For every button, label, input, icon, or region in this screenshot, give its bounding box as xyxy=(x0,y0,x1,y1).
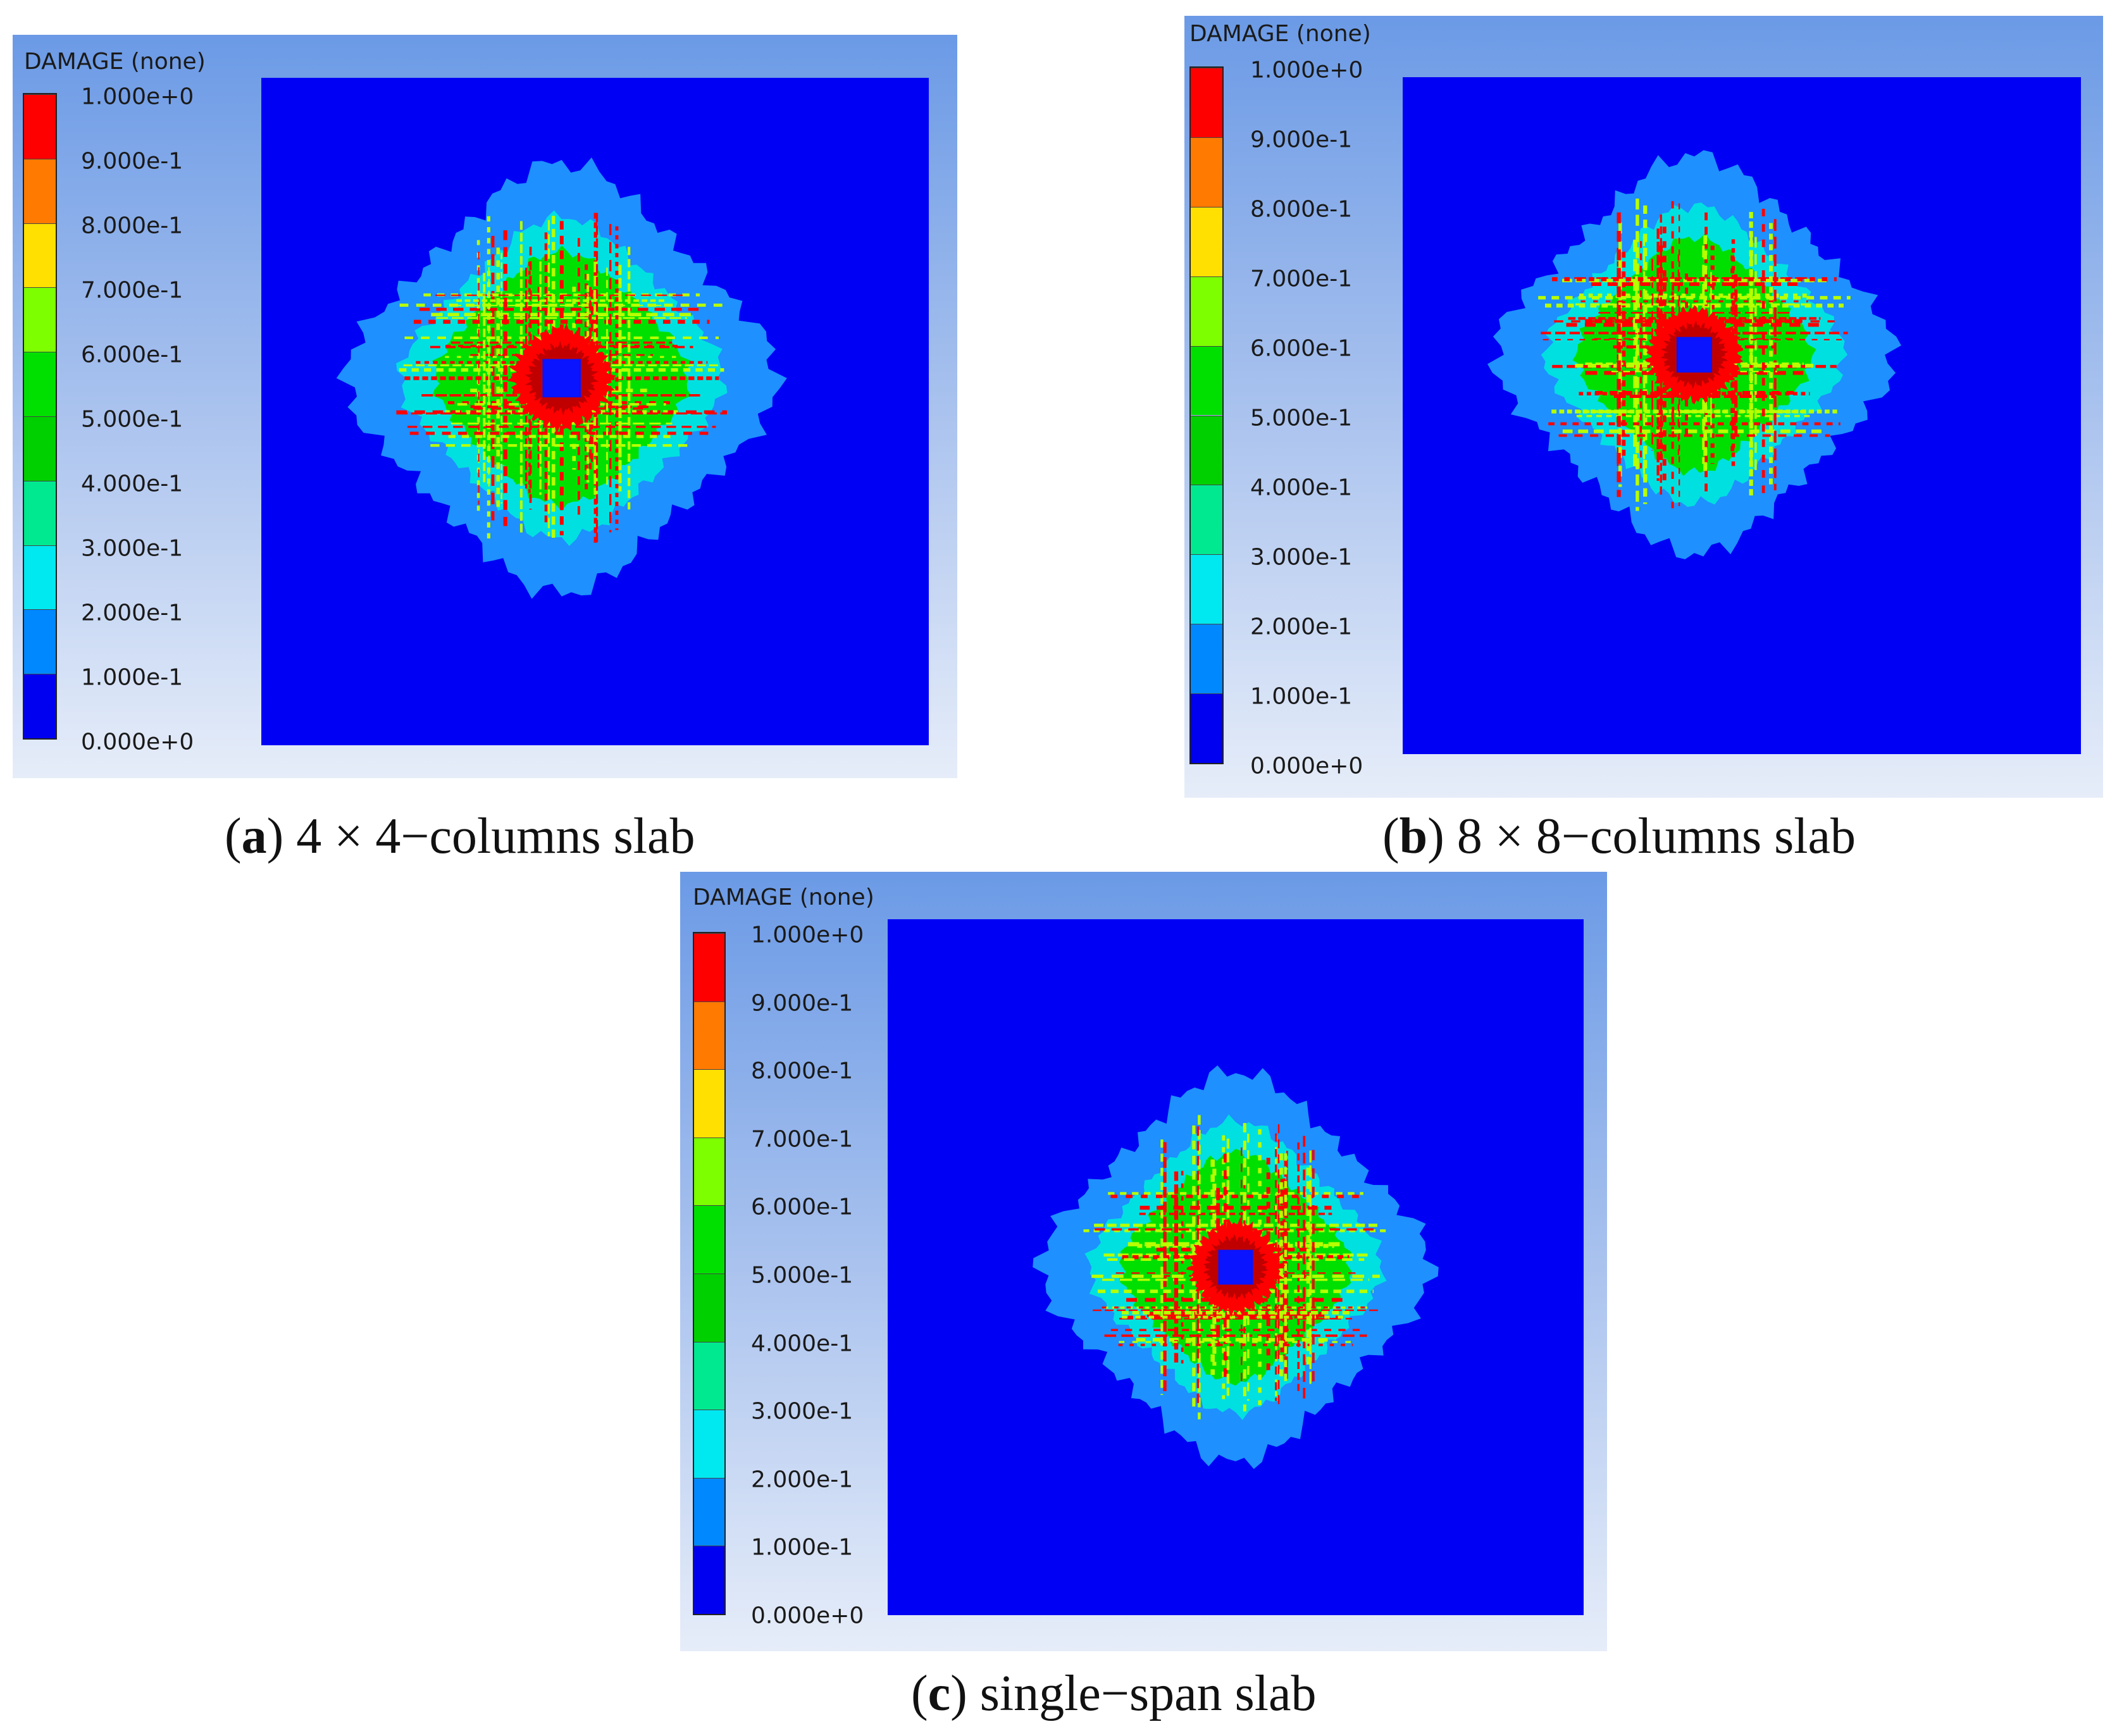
caption-text: 8 × 8−columns slab xyxy=(1456,809,1856,864)
damage-contour-plot xyxy=(261,78,929,745)
panel-b: DAMAGE (none) 1.000e+0 9.000e-1 8.000e-1 7.… xyxy=(1184,16,2103,798)
legend-tick-label: 5.000e-1 xyxy=(751,1262,854,1289)
legend-tick-label: 2.000e-1 xyxy=(1250,614,1353,640)
column-hole xyxy=(1676,337,1713,373)
caption-c: (c) single−span slab xyxy=(911,1666,1317,1721)
legend-tick-label: 9.000e-1 xyxy=(1250,127,1353,153)
legend-color-swatch xyxy=(694,1546,724,1614)
legend-color-swatch xyxy=(24,352,56,416)
legend-color-swatch xyxy=(24,287,56,352)
damage-contour xyxy=(1487,150,1901,560)
legend-tick-label: 8.000e-1 xyxy=(1250,196,1353,223)
legend-tick-label: 3.000e-1 xyxy=(1250,544,1353,571)
legend-tick-label: 8.000e-1 xyxy=(81,213,183,239)
legend-title: DAMAGE (none) xyxy=(693,884,874,910)
legend-color-swatch xyxy=(1191,624,1222,694)
legend-color-swatch xyxy=(694,1069,724,1138)
legend-color-swatch xyxy=(1191,345,1222,416)
legend-color-swatch xyxy=(1191,554,1222,624)
legend-color-swatch xyxy=(1191,415,1222,485)
color-legend-bar xyxy=(23,93,57,740)
legend-tick-label: 5.000e-1 xyxy=(1250,405,1353,431)
caption-b: (b) 8 × 8−columns slab xyxy=(1382,809,1856,864)
caption-letter: a xyxy=(241,809,267,864)
legend-color-swatch xyxy=(694,933,724,1001)
legend-tick-label: 4.000e-1 xyxy=(81,471,183,497)
damage-contour-plot xyxy=(888,919,1584,1615)
legend-color-swatch xyxy=(694,1137,724,1206)
legend-color-swatch xyxy=(1191,137,1222,207)
caption-letter: b xyxy=(1399,809,1428,864)
legend-tick-label: 2.000e-1 xyxy=(751,1466,854,1493)
legend-tick-label: 7.000e-1 xyxy=(751,1126,854,1153)
legend-color-swatch xyxy=(24,609,56,674)
legend-color-swatch xyxy=(24,223,56,288)
legend-tick-label: 3.000e-1 xyxy=(81,535,183,562)
legend-tick-label: 2.000e-1 xyxy=(81,600,183,626)
legend-color-swatch xyxy=(1191,68,1222,137)
legend-color-swatch xyxy=(694,1205,724,1274)
legend-color-swatch xyxy=(694,1341,724,1410)
legend-tick-label: 0.000e+0 xyxy=(1250,753,1363,779)
legend-tick-label: 0.000e+0 xyxy=(81,729,194,755)
panel-a: DAMAGE (none) 1.000e+0 9.000e-1 8.000e-1 7.… xyxy=(13,35,957,778)
legend-tick-label: 6.000e-1 xyxy=(751,1194,854,1220)
legend-tick-label: 9.000e-1 xyxy=(751,990,854,1017)
caption-letter: c xyxy=(928,1666,951,1721)
legend-tick-label: 4.000e-1 xyxy=(1250,474,1353,501)
column-hole xyxy=(1218,1249,1253,1285)
legend-color-swatch xyxy=(694,1477,724,1546)
legend-tick-label: 1.000e+0 xyxy=(81,84,194,110)
column-hole xyxy=(542,359,581,398)
legend-tick-label: 5.000e-1 xyxy=(81,406,183,433)
caption-text: single−span slab xyxy=(979,1666,1317,1721)
damage-contour-plot xyxy=(1403,77,2081,754)
legend-color-swatch xyxy=(24,94,56,159)
legend-tick-label: 7.000e-1 xyxy=(81,277,183,304)
legend-color-swatch xyxy=(24,674,56,738)
legend-color-swatch xyxy=(694,1001,724,1070)
legend-color-swatch xyxy=(1191,276,1222,346)
caption-text: 4 × 4−columns slab xyxy=(296,809,695,864)
legend-tick-label: 9.000e-1 xyxy=(81,148,183,175)
legend-tick-label: 4.000e-1 xyxy=(751,1330,854,1357)
caption-a: (a) 4 × 4−columns slab xyxy=(225,809,695,864)
legend-tick-label: 0.000e+0 xyxy=(751,1603,864,1629)
legend-color-swatch xyxy=(1191,206,1222,276)
legend-tick-label: 6.000e-1 xyxy=(1250,335,1353,362)
legend-color-swatch xyxy=(24,416,56,481)
color-legend-bar xyxy=(1189,66,1224,764)
legend-tick-label: 1.000e+0 xyxy=(1250,57,1363,84)
legend-color-swatch xyxy=(24,545,56,610)
legend-tick-label: 3.000e-1 xyxy=(751,1398,854,1425)
legend-tick-label: 1.000e-1 xyxy=(1250,683,1353,710)
legend-color-swatch xyxy=(1191,485,1222,555)
color-legend-bar xyxy=(693,932,726,1615)
legend-title: DAMAGE (none) xyxy=(1189,21,1371,47)
panel-c: DAMAGE (none) 1.000e+0 9.000e-1 8.000e-1 7.… xyxy=(680,872,1607,1651)
legend-tick-label: 8.000e-1 xyxy=(751,1058,854,1084)
legend-color-swatch xyxy=(1191,693,1222,763)
damage-contour xyxy=(336,157,787,599)
legend-color-swatch xyxy=(24,480,56,545)
legend-tick-label: 1.000e-1 xyxy=(751,1534,854,1561)
legend-tick-label: 1.000e+0 xyxy=(751,922,864,948)
legend-color-swatch xyxy=(694,1410,724,1478)
legend-tick-label: 6.000e-1 xyxy=(81,342,183,368)
legend-title: DAMAGE (none) xyxy=(24,49,206,75)
legend-color-swatch xyxy=(24,158,56,223)
legend-tick-label: 1.000e-1 xyxy=(81,664,183,691)
legend-color-swatch xyxy=(694,1274,724,1342)
damage-contour xyxy=(1033,1065,1439,1469)
legend-tick-label: 7.000e-1 xyxy=(1250,266,1353,292)
